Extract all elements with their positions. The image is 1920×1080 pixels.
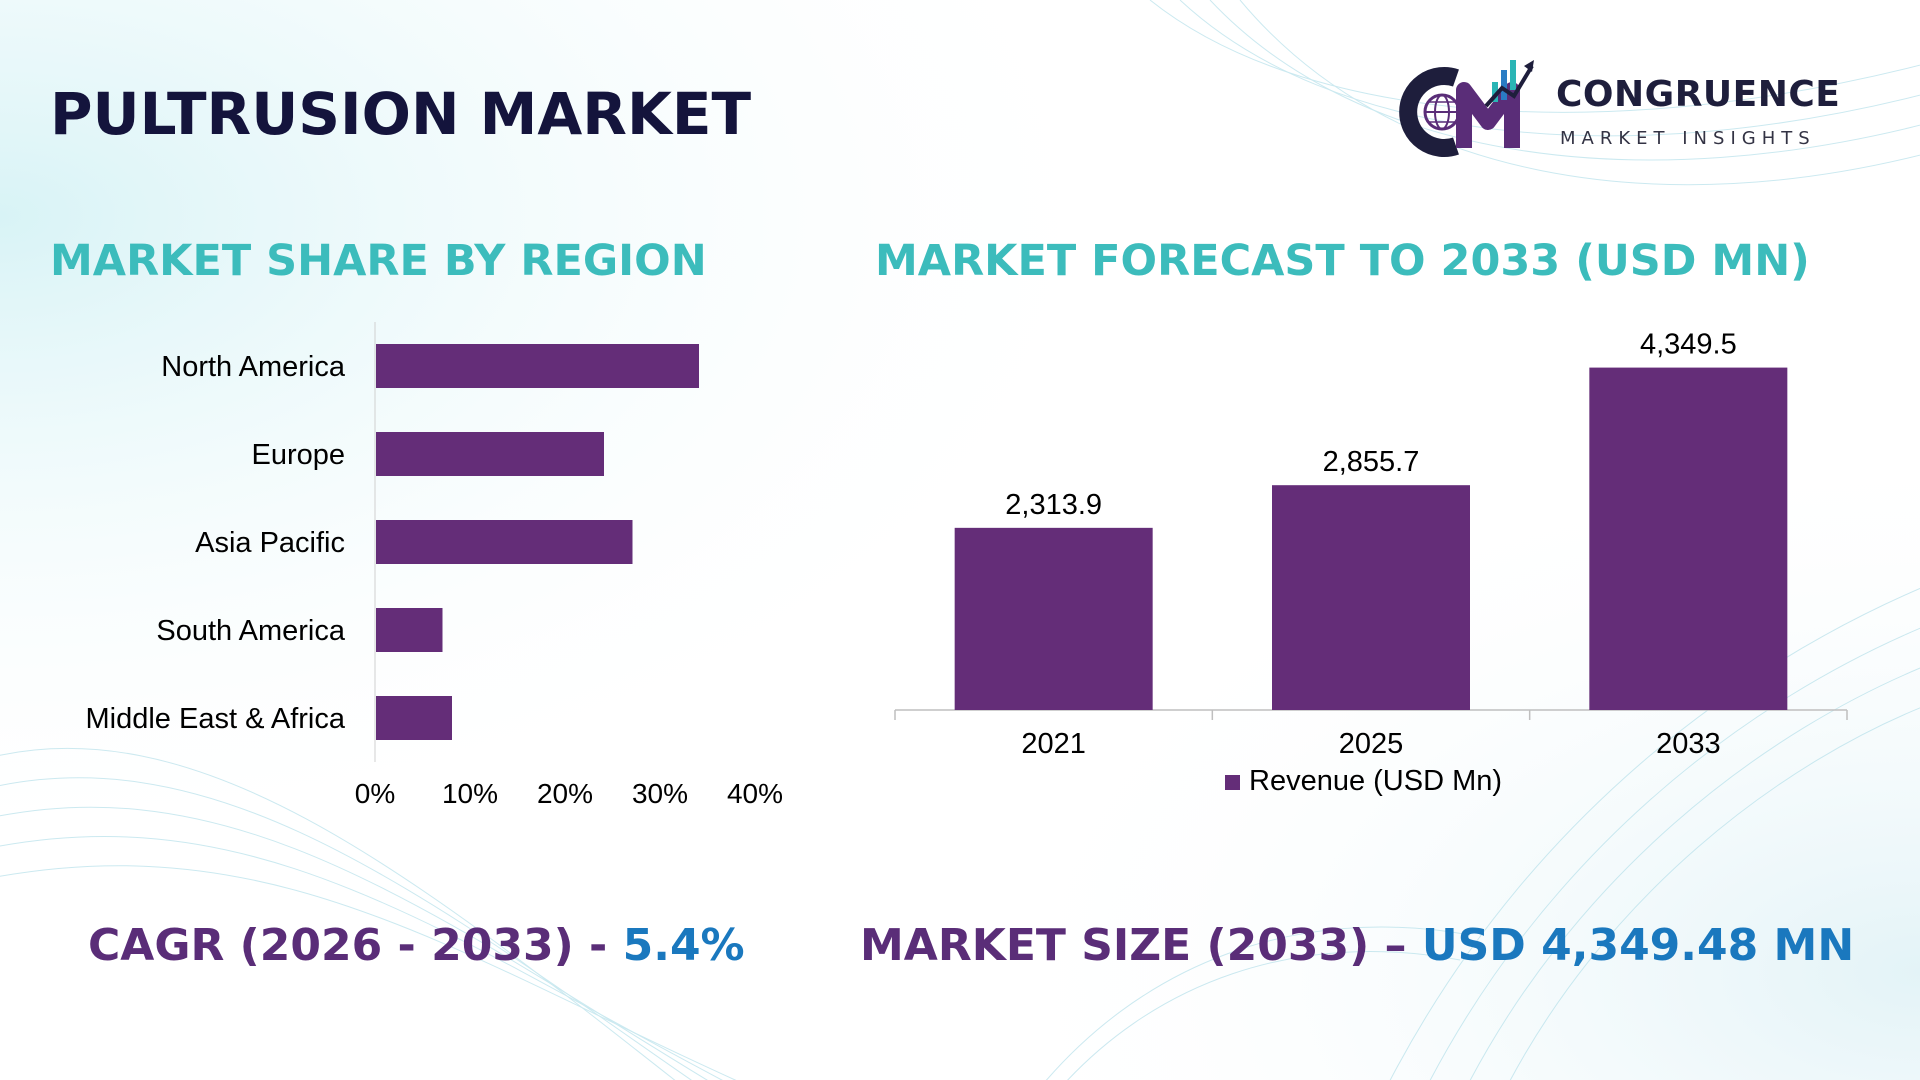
x-tick-label: 30%: [632, 778, 688, 809]
data-label: 2,313.9: [1005, 489, 1102, 521]
bar: [376, 344, 699, 388]
logo-name: CONGRUENCE: [1556, 74, 1841, 115]
x-tick-label: 10%: [442, 778, 498, 809]
x-tick-label: 40%: [727, 778, 783, 809]
region-share-chart: North America Europe Asia Pacific South Ame…: [86, 322, 783, 809]
x-tick-label: 0%: [355, 778, 395, 809]
x-tick-label: 2025: [1339, 728, 1404, 760]
bar: [376, 432, 604, 476]
category-label: South America: [156, 615, 345, 647]
category-label: Middle East & Africa: [86, 703, 346, 735]
market-size-value: USD 4,349.48 MN: [1421, 920, 1855, 971]
category-label: Asia Pacific: [195, 527, 345, 559]
company-logo: CONGRUENCE MARKET INSIGHTS: [1398, 52, 1878, 162]
x-tick-label: 2033: [1656, 728, 1721, 760]
congruence-logo-icon: [1399, 60, 1534, 157]
x-tick-label: 20%: [537, 778, 593, 809]
logo-subtitle: MARKET INSIGHTS: [1560, 128, 1816, 149]
legend-swatch: [1225, 775, 1240, 790]
category-label: Europe: [251, 439, 345, 471]
bar: [376, 520, 633, 564]
cagr-stat: CAGR (2026 - 2033) - 5.4%: [88, 920, 745, 971]
cagr-value: 5.4%: [622, 920, 745, 971]
bar: [376, 608, 443, 652]
legend-label: Revenue (USD Mn): [1249, 765, 1502, 797]
bar: [1589, 367, 1788, 710]
region-share-title: MARKET SHARE BY REGION: [50, 236, 707, 286]
bar: [954, 527, 1153, 710]
forecast-chart: 2,313.9 2021 2,855.7 2025 4,349.5 2033 Revenue…: [894, 329, 1848, 797]
data-label: 4,349.5: [1640, 329, 1737, 361]
market-size-label: MARKET SIZE (2033) –: [860, 920, 1422, 971]
bar: [376, 696, 452, 740]
forecast-title: MARKET FORECAST TO 2033 (USD MN): [875, 236, 1810, 286]
market-size-stat: MARKET SIZE (2033) – USD 4,349.48 MN: [860, 920, 1854, 971]
page-title: PULTRUSION MARKET: [50, 80, 752, 148]
x-tick-label: 2021: [1021, 728, 1086, 760]
cagr-label: CAGR (2026 - 2033) -: [88, 920, 623, 971]
bar: [1272, 485, 1470, 710]
category-label: North America: [161, 351, 346, 383]
data-label: 2,855.7: [1323, 446, 1420, 478]
